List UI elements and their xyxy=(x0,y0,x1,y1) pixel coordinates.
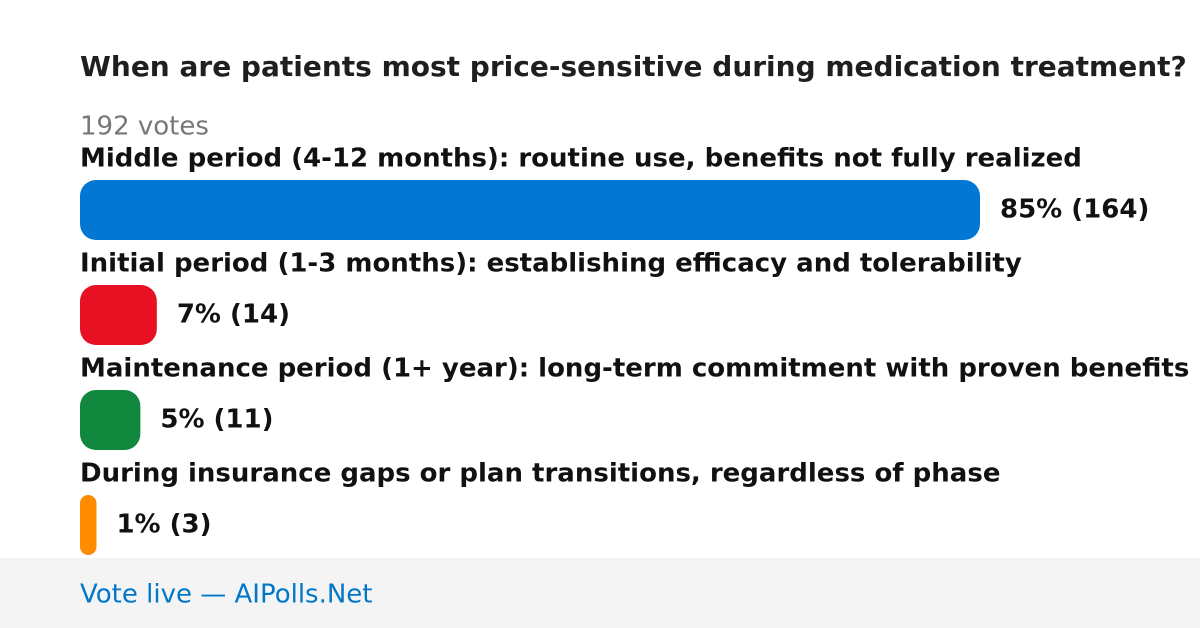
bar xyxy=(80,285,157,345)
bar xyxy=(80,495,97,555)
bar xyxy=(80,180,980,240)
option-label: Middle period (4-12 months): routine use… xyxy=(80,144,1082,174)
value-label: 7% (14) xyxy=(177,300,290,330)
option-label: Initial period (1-3 months): establishin… xyxy=(80,249,1022,279)
value-label: 1% (3) xyxy=(116,510,211,540)
value-label: 85% (164) xyxy=(1000,195,1149,225)
option-label: During insurance gaps or plan transition… xyxy=(80,459,1000,489)
bar xyxy=(80,390,141,450)
poll-title: When are patients most price-sensitive d… xyxy=(80,50,1187,83)
footer-band xyxy=(0,558,1200,628)
option-label: Maintenance period (1+ year): long-term … xyxy=(80,354,1189,384)
footer-link[interactable]: Vote live — AIPolls.Net xyxy=(80,580,373,610)
value-label: 5% (11) xyxy=(160,405,273,435)
vote-count: 192 votes xyxy=(80,112,209,142)
